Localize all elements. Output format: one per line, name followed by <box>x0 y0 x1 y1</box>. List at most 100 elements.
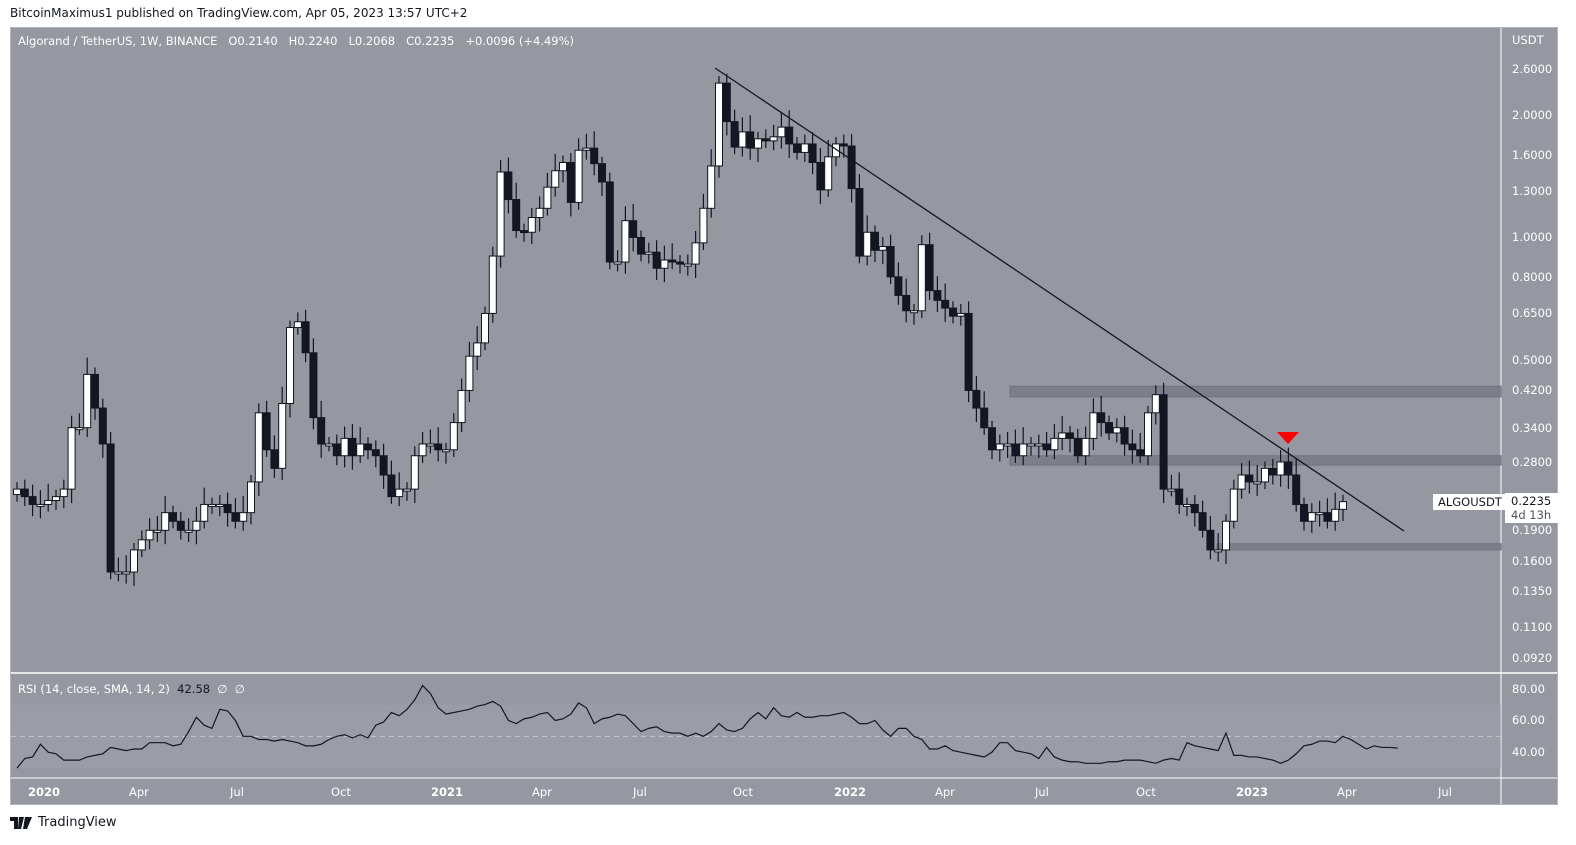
candle-up <box>1229 488 1238 522</box>
rsi-extra-2: ∅ <box>234 682 245 696</box>
time-tick: Apr <box>1337 785 1357 799</box>
candle-up <box>44 499 53 505</box>
candle-up <box>36 503 45 507</box>
candle-down <box>1268 467 1277 476</box>
candle-down <box>941 299 950 309</box>
rsi-value: 42.58 <box>177 682 211 696</box>
candle-up <box>418 443 427 457</box>
candle-up <box>551 170 560 188</box>
candle-down <box>364 443 372 451</box>
zone-resistance-upper <box>1009 385 1502 398</box>
time-tick: Apr <box>129 785 149 799</box>
time-tick: 2022 <box>834 785 867 799</box>
candle-up <box>863 231 872 257</box>
candle-down <box>504 171 513 201</box>
candle-down <box>1198 512 1207 531</box>
candle-up <box>878 246 887 251</box>
candle-down <box>1190 503 1199 514</box>
price-tick: 0.8000 <box>1512 269 1553 284</box>
candle-up <box>754 138 762 149</box>
candle-up <box>1058 432 1067 439</box>
candle-up <box>114 571 123 575</box>
candle-down <box>637 236 645 255</box>
candle-down <box>1300 503 1308 522</box>
price-tick: 0.4200 <box>1512 383 1553 398</box>
candle-up <box>1050 437 1059 451</box>
candle-up <box>1112 427 1121 434</box>
candle-up <box>1019 443 1028 457</box>
candle-up <box>621 220 630 263</box>
candle-down <box>894 276 903 296</box>
candle-up <box>488 255 497 314</box>
candle-up <box>910 310 918 314</box>
candle-down <box>1323 512 1332 522</box>
time-tick: Apr <box>532 785 552 799</box>
candle-down <box>387 474 396 498</box>
candle-down <box>793 143 801 153</box>
candle-up <box>75 427 84 431</box>
candle-up <box>1222 520 1230 551</box>
candle-down <box>1042 443 1051 451</box>
candle-down <box>1120 427 1129 445</box>
candle-down <box>520 230 528 234</box>
candle-up <box>574 149 583 203</box>
candle-up <box>995 443 1004 451</box>
footer-brand[interactable]: TradingView <box>10 815 117 830</box>
candle-up <box>200 503 209 522</box>
last-price-value: 0.2235 <box>1511 494 1552 508</box>
candle-up <box>1276 461 1285 476</box>
candle-up <box>1089 412 1098 439</box>
candle-up <box>286 327 294 405</box>
candle-up <box>800 143 809 153</box>
candle-down <box>590 147 599 165</box>
candle-down <box>1284 461 1293 476</box>
candle-up <box>208 503 216 507</box>
candle-down <box>262 412 271 451</box>
price-tick: 0.5000 <box>1512 352 1553 367</box>
candle-down <box>871 231 879 251</box>
candle-up <box>247 481 255 514</box>
candle-up <box>543 186 552 209</box>
candle-up <box>1003 443 1012 447</box>
candle-down <box>20 488 29 498</box>
candle-down <box>785 126 794 145</box>
candle-down <box>309 352 318 419</box>
candle-down <box>1097 412 1106 424</box>
candle-down <box>223 503 232 514</box>
candle-down <box>730 121 739 148</box>
candle-up <box>426 443 435 447</box>
candle-down <box>761 138 770 142</box>
last-price-label: 0.2235 4d 13h <box>1505 493 1559 523</box>
candle-up <box>1151 394 1160 414</box>
candle-down <box>855 188 864 257</box>
candle-down <box>746 131 755 149</box>
candle-up <box>660 259 669 269</box>
candle-down <box>317 417 326 445</box>
candle-up <box>137 539 146 551</box>
candle-up <box>145 529 154 541</box>
candle-down <box>676 261 684 265</box>
candle-up <box>559 161 567 172</box>
bar-countdown: 4d 13h <box>1511 508 1552 522</box>
candle-down <box>98 407 107 445</box>
candle-down <box>332 443 341 457</box>
rsi-tick: 80.00 <box>1512 681 1545 696</box>
candle-down <box>949 307 957 317</box>
candle-down <box>988 427 996 451</box>
candle-down <box>176 520 185 531</box>
candle-up <box>13 488 21 495</box>
price-tick: 0.1900 <box>1512 523 1553 538</box>
candle-down <box>1175 488 1184 505</box>
candle-up <box>527 216 536 233</box>
candle-up <box>1027 443 1035 447</box>
price-tick: 0.1350 <box>1512 583 1553 598</box>
candle-up <box>184 529 193 533</box>
publisher-caption: BitcoinMaximus1 published on TradingView… <box>10 6 468 20</box>
candle-up <box>457 389 466 424</box>
candle-up <box>215 503 224 507</box>
candle-up <box>715 82 723 167</box>
candle-up <box>473 342 482 357</box>
candle-up <box>769 136 778 142</box>
price-tick: 0.2800 <box>1512 454 1553 469</box>
